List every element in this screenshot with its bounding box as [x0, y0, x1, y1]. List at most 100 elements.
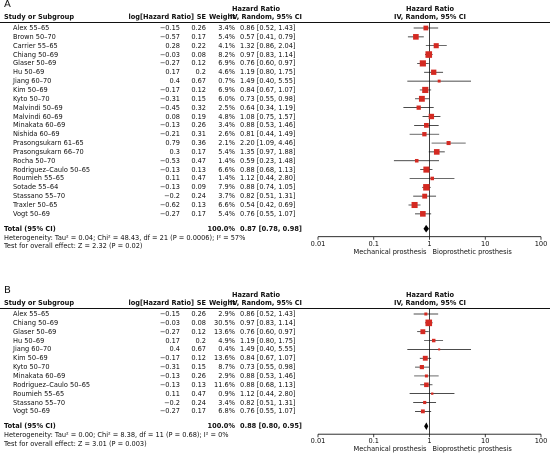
study-loghr: −0.31 — [159, 94, 180, 103]
header-loghr: log[Hazard Ratio] — [128, 13, 194, 21]
study-se: 0.08 — [191, 318, 206, 327]
study-ci-text: 2.20 [1.09, 4.46] — [240, 139, 296, 148]
study-weight: 2.5% — [218, 103, 235, 112]
study-point — [416, 105, 421, 110]
header-plot-sub: IV, Random, 95% CI — [393, 299, 467, 307]
study-name: Kim 50–69 — [13, 354, 48, 363]
study-point — [437, 79, 441, 83]
study-name: Alex 55–65 — [13, 24, 50, 32]
study-weight: 6.8% — [218, 407, 235, 416]
study-loghr: −0.2 — [163, 398, 180, 407]
study-loghr: −0.27 — [159, 59, 180, 68]
study-name: Hu 50–69 — [13, 68, 45, 77]
study-name: Carrier 55–65 — [13, 41, 58, 50]
study-name: Brown 50–70 — [13, 32, 56, 41]
study-loghr: −0.03 — [159, 318, 180, 327]
study-point — [420, 409, 425, 414]
favours-right-label: Bioprosthetic prosthesis — [432, 445, 512, 454]
study-name: Jiang 60–70 — [13, 345, 52, 354]
study-name: Prasongsukarn 61–65 — [13, 139, 84, 148]
study-loghr: −0.03 — [159, 50, 180, 59]
study-ci-text: 1.35 [0.97, 1.88] — [240, 147, 296, 156]
study-name: Jiang 60–70 — [13, 77, 52, 86]
study-se: 0.08 — [191, 50, 206, 59]
study-se: 0.19 — [191, 112, 206, 121]
study-loghr: −0.45 — [159, 103, 180, 112]
forest-plot-area — [317, 309, 542, 438]
study-se: 0.47 — [191, 174, 206, 183]
total-weight: 100.0% — [207, 422, 235, 431]
study-weight: 13.6% — [214, 354, 235, 363]
total-ci-text: 0.87 [0.78, 0.98] — [240, 224, 302, 233]
study-point — [413, 34, 419, 40]
study-name: Roumieh 55–65 — [13, 389, 65, 398]
study-name: Glaser 50–69 — [13, 59, 57, 68]
study-loghr: 0.4 — [169, 77, 181, 86]
header-rule — [0, 308, 550, 309]
study-weight: 3.4% — [218, 121, 235, 130]
study-ci-text: 0.73 [0.55, 0.98] — [240, 363, 296, 372]
study-loghr: −0.13 — [159, 371, 180, 380]
study-ci-text: 1.32 [0.86, 2.04] — [240, 41, 296, 50]
study-loghr: 0.4 — [169, 345, 181, 354]
study-se: 0.67 — [191, 77, 206, 86]
study-point — [422, 132, 427, 137]
x-tick-label: 0.1 — [368, 437, 380, 446]
x-tick-label: 0.1 — [368, 239, 380, 248]
header-se: SE — [196, 299, 206, 307]
study-weight: 5.4% — [218, 147, 235, 156]
study-se: 0.17 — [191, 32, 206, 41]
study-weight: 6.6% — [218, 165, 235, 174]
study-weight: 4.1% — [218, 41, 235, 50]
study-se: 0.22 — [191, 41, 206, 50]
study-point — [411, 201, 418, 209]
total-ci-text: 0.88 [0.80, 0.95] — [240, 422, 302, 431]
study-name: Malvindi 50–69 — [13, 103, 63, 112]
header-hr-title: Hazard Ratio — [232, 5, 280, 13]
study-se: 0.26 — [191, 310, 206, 318]
header-plot-title: Hazard Ratio — [406, 291, 454, 299]
study-name: Malvindi 60–69 — [13, 112, 63, 121]
study-ci-text: 0.88 [0.53, 1.46] — [240, 121, 296, 130]
study-se: 0.17 — [191, 209, 206, 218]
study-name: Kyto 50–70 — [13, 94, 50, 103]
study-weight: 3.7% — [218, 192, 235, 201]
study-loghr: 0.08 — [165, 112, 180, 121]
study-loghr: −0.53 — [159, 156, 180, 165]
study-loghr: −0.13 — [159, 380, 180, 389]
study-point — [423, 166, 430, 173]
study-se: 0.15 — [191, 94, 206, 103]
study-loghr: −0.13 — [159, 183, 180, 192]
study-loghr: −0.2 — [163, 192, 180, 201]
study-ci-text: 0.84 [0.67, 1.07] — [240, 85, 296, 94]
study-point — [438, 348, 441, 351]
study-loghr: −0.27 — [159, 407, 180, 416]
total-weight: 100.0% — [207, 224, 235, 233]
study-point — [425, 51, 433, 58]
heterogeneity-text: Heterogeneity: Tau² = 0.00; Chi² = 8.38,… — [4, 431, 229, 440]
header-weight: Weight — [209, 299, 236, 307]
study-name: Stassano 55–70 — [13, 398, 66, 407]
study-point — [433, 149, 440, 155]
study-se: 0.26 — [191, 121, 206, 130]
study-se: 0.26 — [191, 371, 206, 380]
study-weight: 0.9% — [218, 389, 235, 398]
study-weight: 3.4% — [218, 398, 235, 407]
study-name: Rodriguez–Caulo 50–65 — [13, 380, 91, 389]
study-weight: 6.9% — [218, 85, 235, 94]
study-loghr: −0.17 — [159, 85, 180, 94]
header-study: Study or Subgroup — [4, 299, 75, 307]
study-point — [425, 319, 433, 327]
favours-right-label: Bioprosthetic prosthesis — [432, 247, 512, 256]
study-name: Kyto 50–70 — [13, 363, 50, 372]
study-se: 0.15 — [191, 363, 206, 372]
study-se: 0.36 — [191, 139, 206, 148]
x-tick-label: 100 — [534, 437, 548, 446]
study-se: 0.67 — [191, 345, 206, 354]
study-weight: 2.9% — [218, 310, 235, 318]
study-se: 0.24 — [191, 192, 206, 201]
favours-left-label: Mechanical prosthesis — [353, 247, 427, 256]
study-ci-text: 1.19 [0.80, 1.75] — [240, 68, 296, 77]
study-ci-text: 1.49 [0.40, 5.55] — [240, 77, 296, 86]
study-point — [422, 355, 428, 361]
